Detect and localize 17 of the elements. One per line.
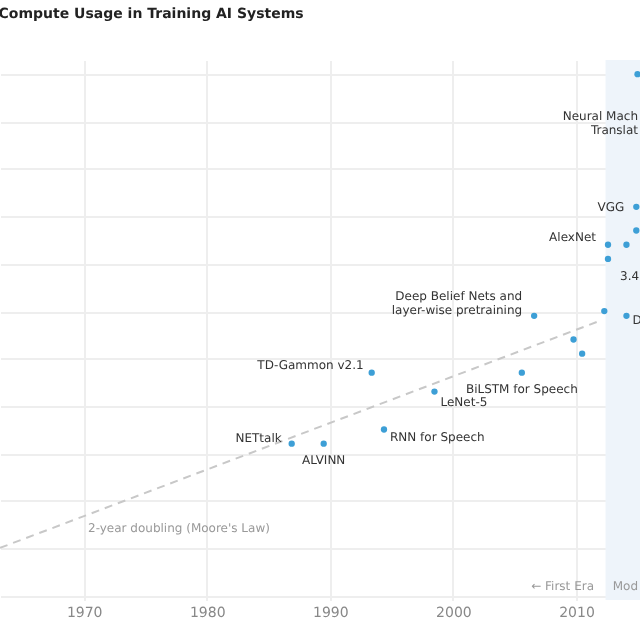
point	[368, 369, 375, 376]
point	[518, 369, 526, 376]
point	[623, 312, 630, 319]
point	[633, 203, 640, 210]
point	[380, 426, 388, 433]
point	[530, 312, 538, 319]
point	[431, 388, 438, 395]
point	[320, 440, 327, 447]
point	[570, 336, 577, 343]
point	[604, 241, 612, 248]
point	[288, 440, 295, 447]
point	[601, 307, 608, 315]
point	[578, 350, 586, 357]
point	[623, 241, 630, 248]
point	[604, 255, 612, 263]
point	[633, 227, 640, 234]
point	[634, 71, 640, 78]
